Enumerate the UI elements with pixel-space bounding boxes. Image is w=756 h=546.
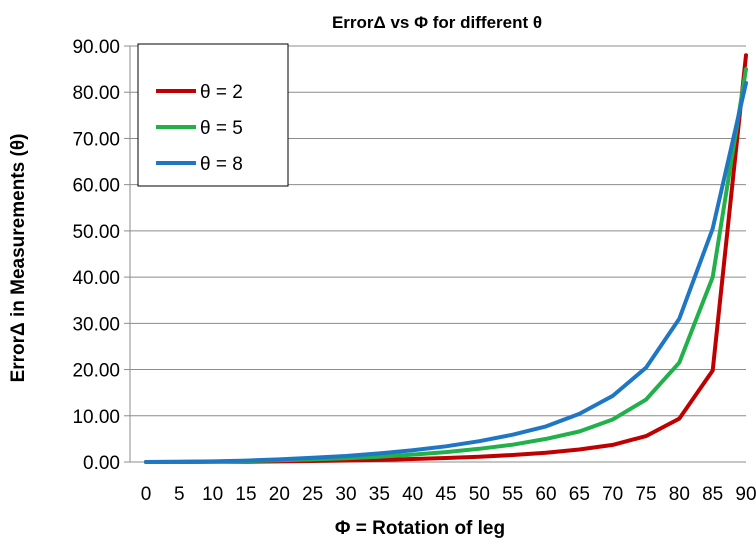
x-tick-label: 30	[335, 484, 356, 505]
x-tick-label: 50	[469, 484, 490, 505]
x-tick-label: 85	[702, 484, 723, 505]
chart-title: ErrorΔ vs Φ for different θ	[332, 13, 542, 32]
x-tick-label: 10	[202, 484, 223, 505]
legend: θ = 2 θ = 5 θ = 8	[137, 43, 289, 187]
y-tick-label: 80.00	[72, 83, 120, 104]
y-tick-label: 90.00	[72, 37, 120, 58]
x-tick-label: 40	[402, 484, 423, 505]
series-line	[144, 81, 748, 464]
x-tick-label: 80	[669, 484, 690, 505]
legend-label: θ = 8	[200, 154, 243, 175]
x-tick-label: 70	[602, 484, 623, 505]
x-tick-label: 25	[302, 484, 323, 505]
y-tick-label: 70.00	[72, 129, 120, 150]
x-tick-label: 20	[269, 484, 290, 505]
x-tick-label: 75	[635, 484, 656, 505]
y-tick-label: 20.00	[72, 361, 120, 382]
series-lines	[144, 53, 748, 464]
y-tick-label: 60.00	[72, 176, 120, 197]
x-tick-label: 45	[435, 484, 456, 505]
y-tick-label: 40.00	[72, 268, 120, 289]
x-tick-label: 60	[535, 484, 556, 505]
x-tick-label: 55	[502, 484, 523, 505]
x-tick-label: 90	[735, 484, 756, 505]
legend-label: θ = 5	[200, 118, 243, 139]
x-tick-label: 15	[235, 484, 256, 505]
y-tick-label: 30.00	[72, 314, 120, 335]
x-tick-label: 0	[141, 484, 152, 505]
y-tick-label: 0.00	[83, 453, 120, 474]
x-tick-label: 35	[369, 484, 390, 505]
x-axis-title: Φ = Rotation of leg	[335, 518, 505, 539]
tick-labels: 0.00 10.00 20.00 30.00 40.00 50.00 60.00 70.00 8…	[72, 37, 756, 505]
x-tick-label: 5	[174, 484, 185, 505]
y-tick-label: 50.00	[72, 222, 120, 243]
y-axis-title: ErrorΔ in Measurements (θ)	[8, 134, 29, 383]
x-tick-label: 65	[569, 484, 590, 505]
y-tick-label: 10.00	[72, 407, 120, 428]
legend-label: θ = 2	[200, 82, 243, 103]
